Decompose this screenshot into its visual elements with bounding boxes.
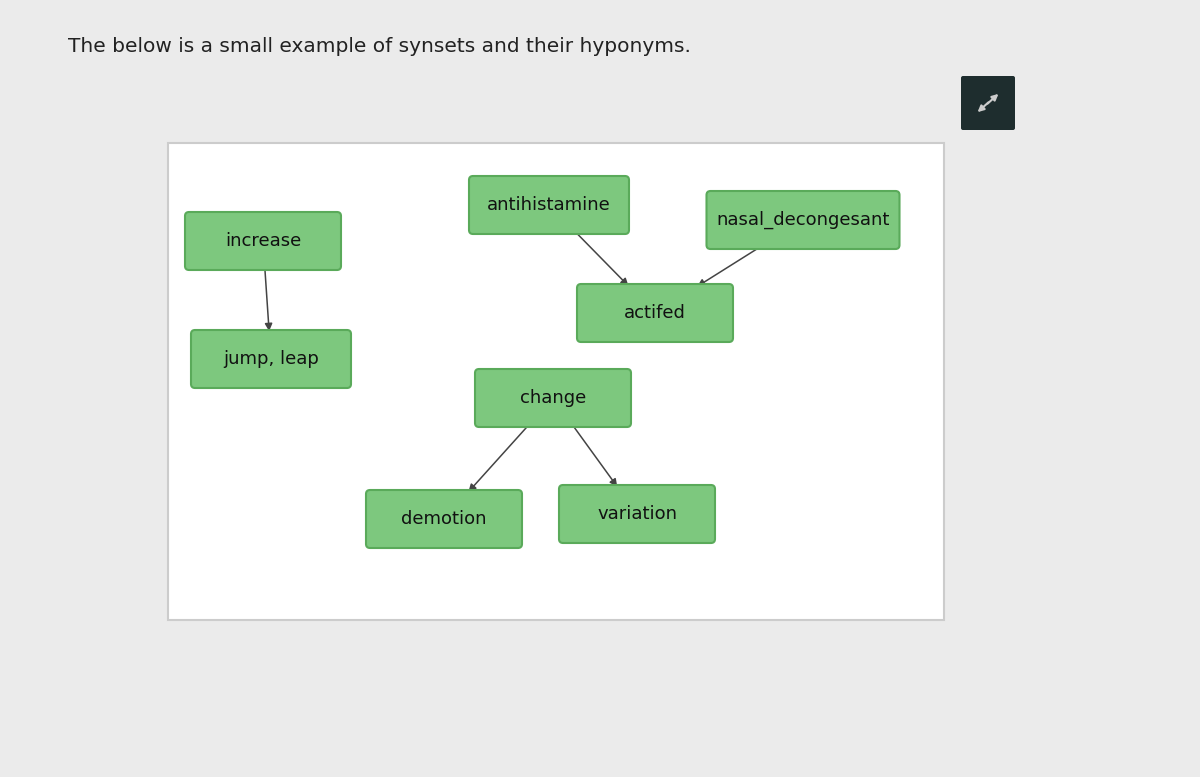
- Text: antihistamine: antihistamine: [487, 196, 611, 214]
- FancyBboxPatch shape: [168, 143, 944, 620]
- FancyBboxPatch shape: [185, 212, 341, 270]
- FancyBboxPatch shape: [366, 490, 522, 548]
- Text: demotion: demotion: [401, 510, 487, 528]
- FancyBboxPatch shape: [961, 76, 1015, 130]
- Text: nasal_decongesant: nasal_decongesant: [716, 211, 889, 229]
- Text: actifed: actifed: [624, 304, 686, 322]
- Text: increase: increase: [224, 232, 301, 250]
- Text: The below is a small example of synsets and their hyponyms.: The below is a small example of synsets …: [68, 37, 691, 56]
- FancyBboxPatch shape: [559, 485, 715, 543]
- FancyBboxPatch shape: [191, 330, 352, 388]
- FancyBboxPatch shape: [577, 284, 733, 342]
- Text: change: change: [520, 389, 586, 407]
- Text: jump, leap: jump, leap: [223, 350, 319, 368]
- FancyBboxPatch shape: [475, 369, 631, 427]
- Text: variation: variation: [598, 505, 677, 523]
- FancyBboxPatch shape: [707, 191, 900, 249]
- FancyBboxPatch shape: [469, 176, 629, 234]
